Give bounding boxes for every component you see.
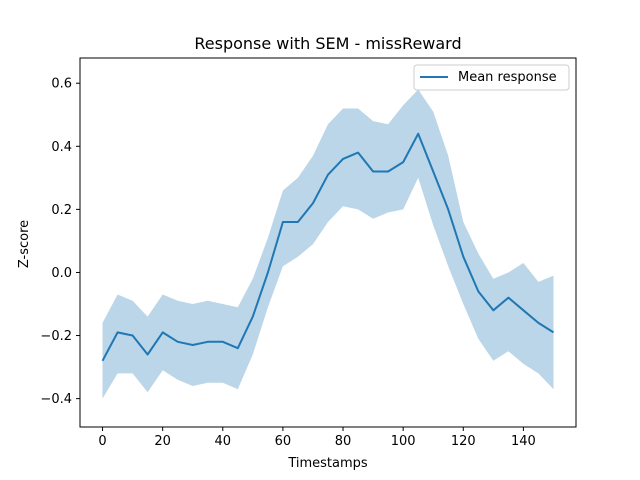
y-axis: −0.4 −0.2 0.0 0.2 0.4 0.6 (40, 77, 80, 407)
y-tick-label: −0.4 (40, 392, 72, 407)
x-tick-label: 140 (511, 434, 536, 449)
legend-label: Mean response (458, 70, 557, 85)
axes-frame (79, 57, 577, 428)
legend-frame (413, 64, 570, 91)
x-tick-label: 100 (391, 434, 416, 449)
chart-title: Response with SEM - missReward (194, 34, 461, 53)
y-axis-label: Z-score (17, 220, 32, 268)
y-tick-label: 0.2 (51, 203, 72, 218)
x-axis: 0 20 40 60 80 100 120 140 (98, 427, 536, 449)
x-tick-label: 20 (154, 434, 171, 449)
x-tick-label: 60 (275, 434, 292, 449)
x-tick-label: 40 (215, 434, 232, 449)
legend: Mean response (413, 64, 570, 91)
y-tick-label: 0.6 (51, 77, 72, 92)
y-tick-label: 0.0 (51, 266, 72, 281)
y-tick-label: −0.2 (40, 329, 72, 344)
x-tick-label: 80 (335, 434, 352, 449)
x-axis-label: Timestamps (287, 456, 368, 471)
sem-band (102, 89, 554, 399)
plot-area (101, 89, 555, 399)
y-tick-label: 0.4 (51, 140, 72, 155)
x-tick-label: 0 (98, 434, 106, 449)
x-tick-label: 120 (451, 434, 476, 449)
mean-response-line (101, 132, 555, 362)
